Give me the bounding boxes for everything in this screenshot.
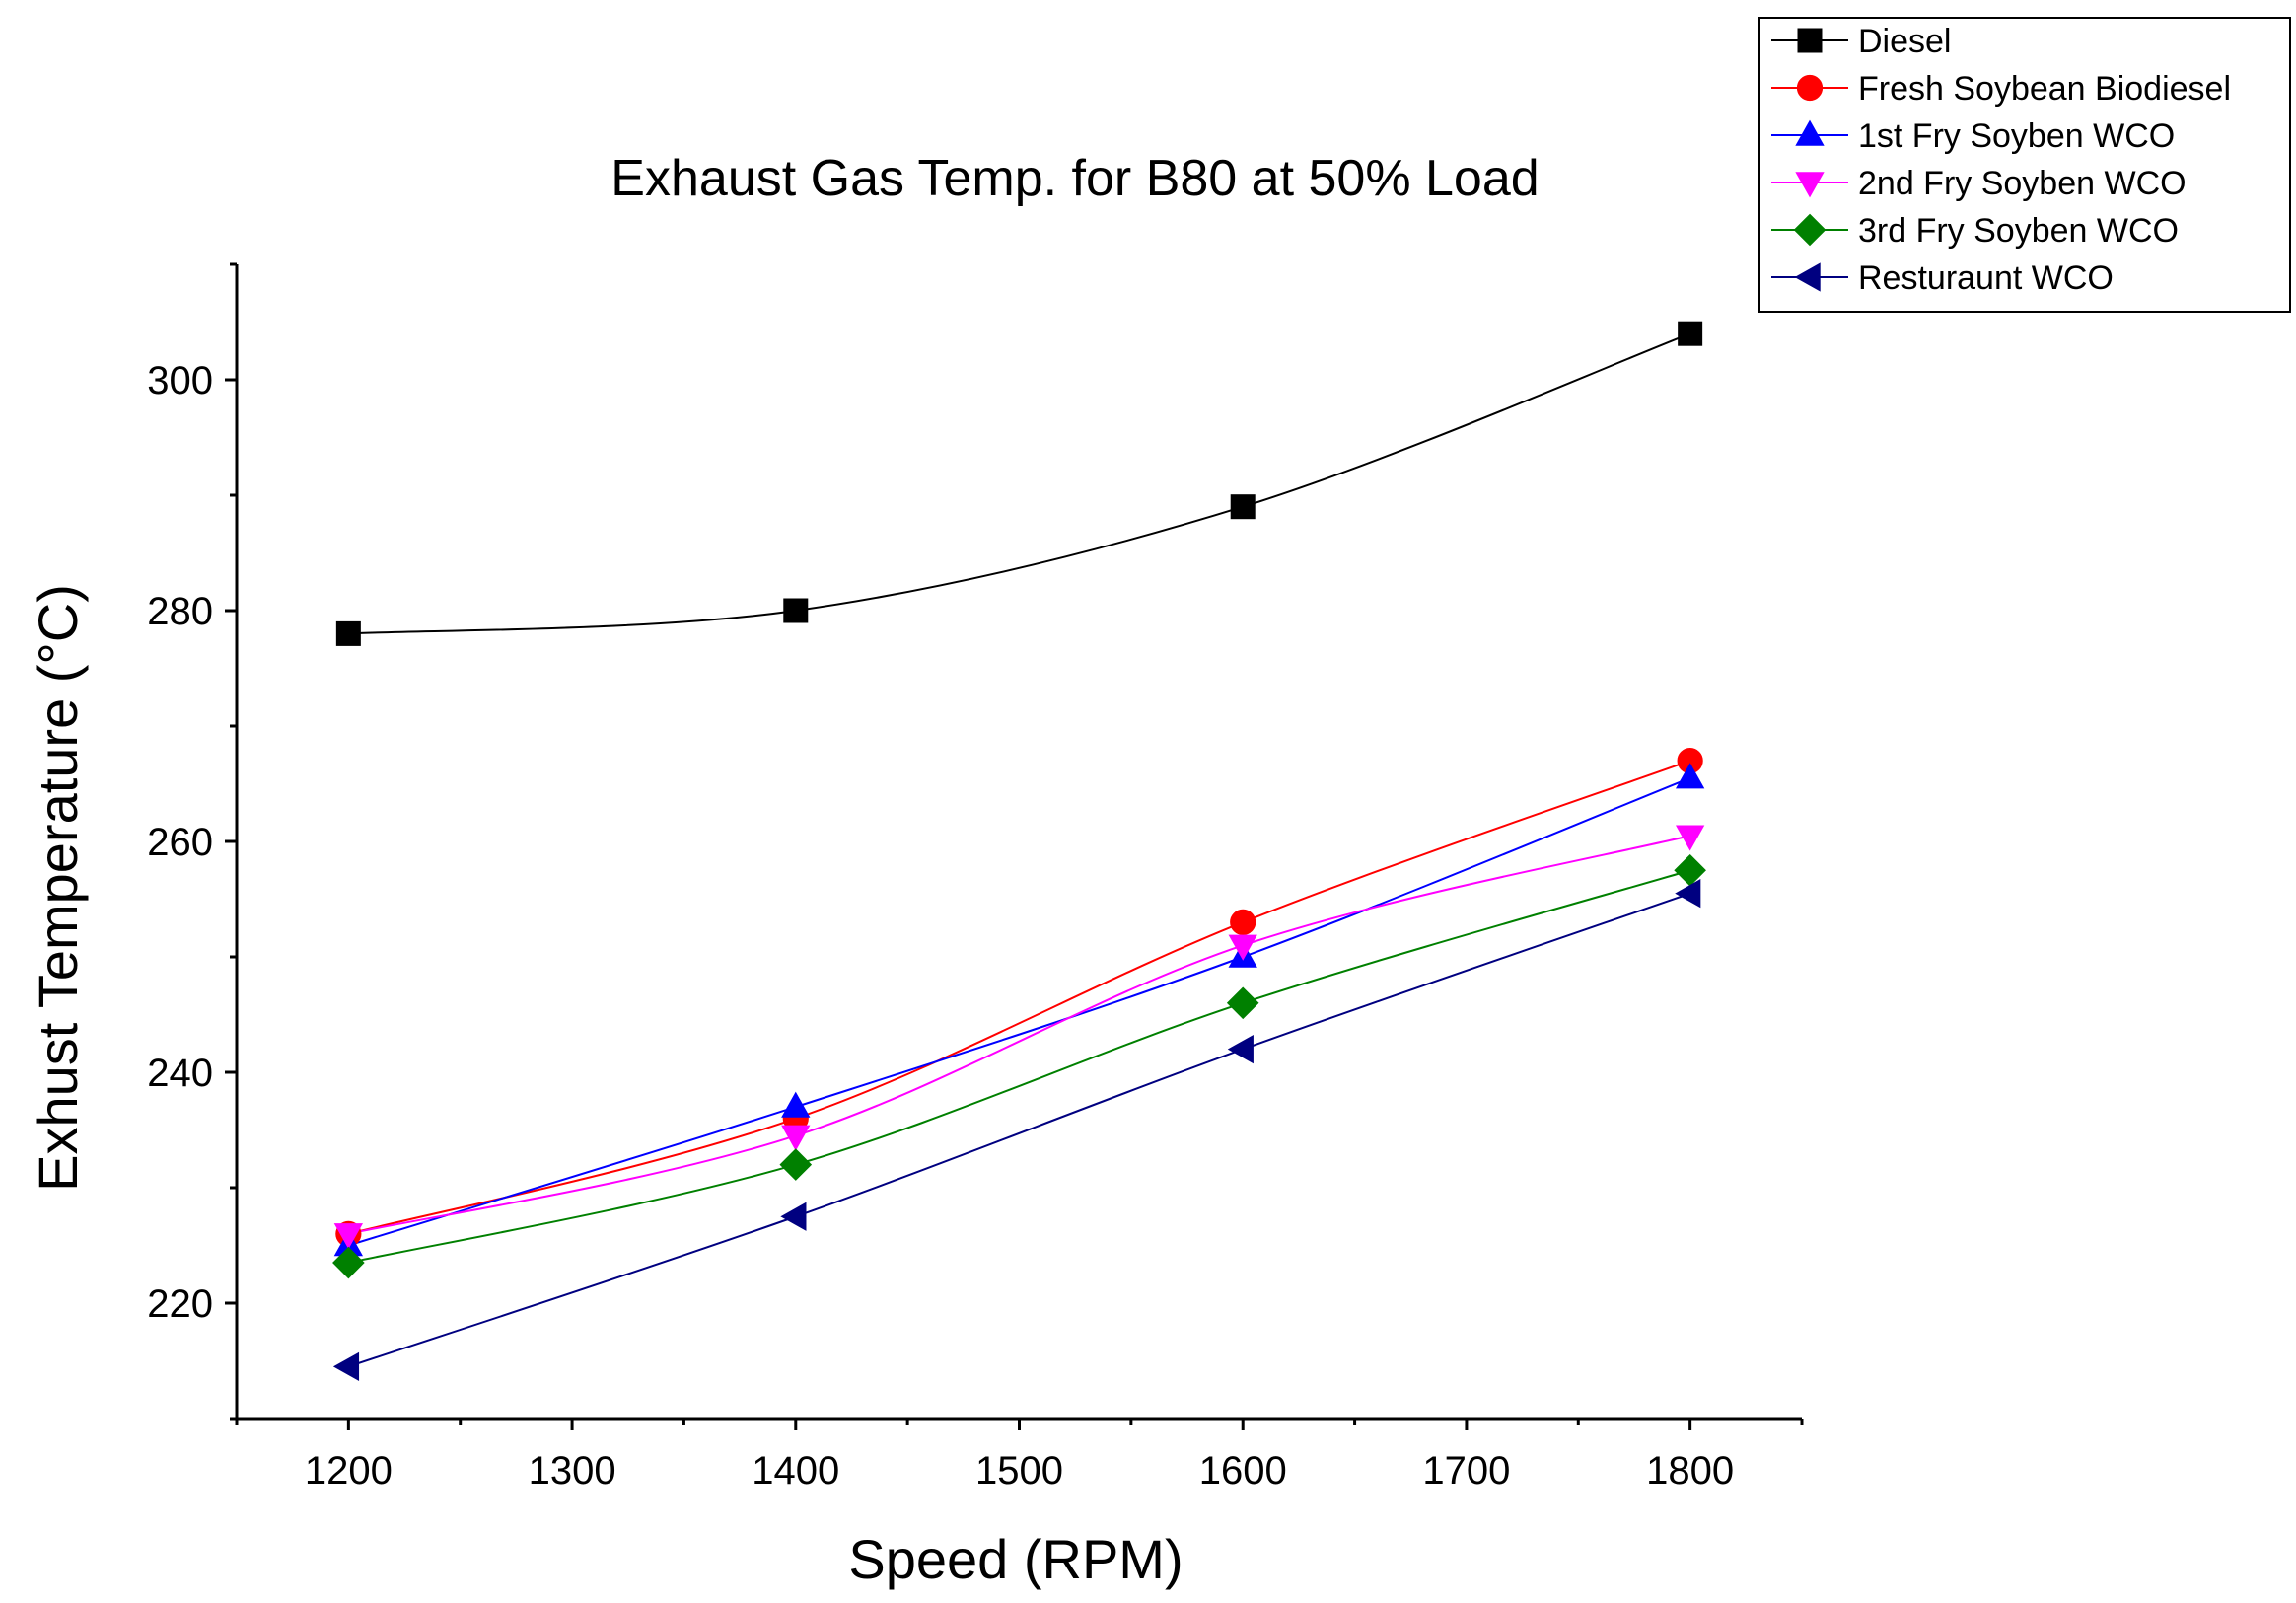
y-axis-label: Exhust Temperature (°C)	[27, 584, 89, 1192]
x-tick-label: 1200	[305, 1449, 393, 1493]
data-point	[1675, 825, 1705, 851]
chart-title: Exhaust Gas Temp. for B80 at 50% Load	[610, 150, 1539, 207]
x-tick-label: 1700	[1422, 1449, 1510, 1493]
series-line-6	[348, 892, 1690, 1368]
y-tick-label: 220	[147, 1282, 213, 1326]
series-line-4	[348, 835, 1690, 1235]
data-point	[1674, 853, 1706, 887]
legend-box	[1758, 17, 2291, 313]
x-tick-label: 1800	[1646, 1449, 1734, 1493]
data-point	[781, 1091, 811, 1118]
data-point	[1230, 494, 1256, 520]
axes: 220 240 260 280 300 1200 1300 1400 1500 1600 1700 1…	[147, 262, 1804, 1493]
data-point	[1226, 986, 1259, 1020]
legend-label: 3rd Fry Soyben WCO	[1858, 212, 2179, 250]
legend-marker	[1795, 172, 1825, 198]
x-axis-label: Speed (RPM)	[848, 1528, 1183, 1590]
x-tick-label: 1600	[1199, 1449, 1287, 1493]
data-point	[1678, 321, 1703, 346]
series-line-2	[348, 760, 1690, 1235]
legend: Diesel Fresh Soybean Biodiesel 1st Fry Soy…	[1758, 17, 2291, 313]
y-tick-label: 300	[147, 359, 213, 402]
series-lines	[348, 332, 1691, 1368]
data-point	[779, 1148, 813, 1181]
legend-marker	[1795, 119, 1825, 146]
data-point	[1675, 763, 1705, 789]
data-point	[781, 1125, 811, 1151]
data-point	[1228, 934, 1257, 961]
legend-label: Diesel	[1858, 23, 1951, 60]
y-tick-label: 260	[147, 821, 213, 864]
legend-marker	[1797, 28, 1823, 53]
series-line-3	[348, 776, 1691, 1247]
data-point	[1227, 1034, 1254, 1064]
x-tick-label: 1500	[975, 1449, 1063, 1493]
series-line-1	[348, 332, 1691, 635]
legend-marker	[1793, 213, 1827, 247]
data-point	[1230, 909, 1256, 936]
data-point	[333, 1223, 364, 1250]
series-markers	[332, 321, 1706, 1382]
legend-marker	[1796, 74, 1824, 102]
legend-marker	[1794, 262, 1821, 292]
series-line-5	[348, 869, 1690, 1265]
legend-label: 1st Fry Soyben WCO	[1858, 117, 2175, 155]
y-tick-label: 240	[147, 1052, 213, 1095]
x-tick-label: 1300	[529, 1449, 616, 1493]
data-point	[332, 1246, 365, 1279]
legend-label: Resturaunt WCO	[1858, 259, 2114, 297]
y-tick-label: 280	[147, 590, 213, 633]
data-point	[332, 1351, 360, 1382]
data-point	[1675, 878, 1701, 909]
legend-label: Fresh Soybean Biodiesel	[1858, 70, 2231, 108]
data-point	[335, 620, 361, 646]
data-point	[780, 1202, 807, 1231]
data-point	[783, 598, 809, 623]
legend-label: 2nd Fry Soyben WCO	[1858, 165, 2187, 202]
x-tick-label: 1400	[752, 1449, 839, 1493]
